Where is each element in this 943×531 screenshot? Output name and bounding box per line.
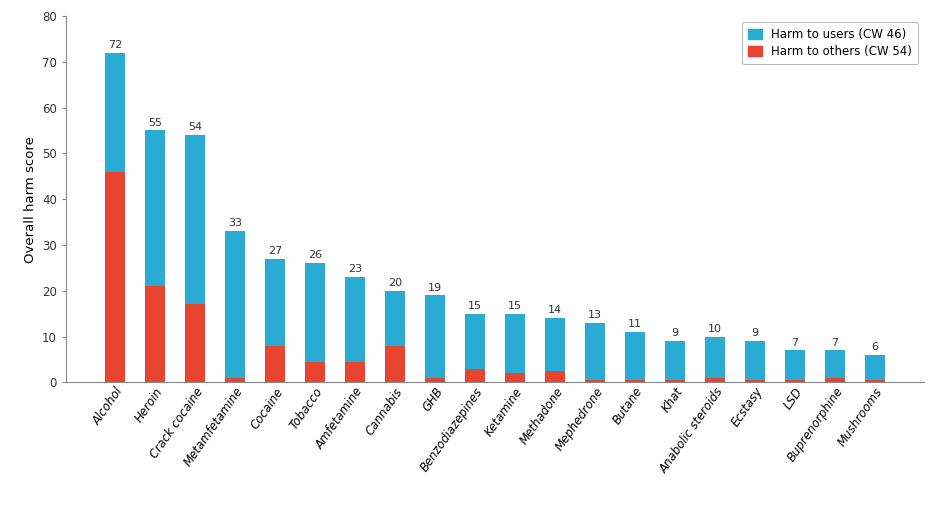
- Legend: Harm to users (CW 46), Harm to others (CW 54): Harm to users (CW 46), Harm to others (C…: [742, 22, 918, 64]
- Text: 9: 9: [752, 328, 759, 338]
- Text: 9: 9: [671, 328, 679, 338]
- Text: 33: 33: [228, 218, 242, 228]
- Bar: [465, 369, 485, 382]
- Bar: [665, 341, 686, 380]
- Bar: [545, 371, 565, 382]
- Text: 15: 15: [508, 301, 522, 311]
- Bar: [265, 259, 285, 346]
- Bar: [625, 332, 645, 380]
- Bar: [145, 286, 165, 382]
- Text: 72: 72: [108, 40, 123, 50]
- Bar: [345, 362, 365, 382]
- Bar: [385, 346, 405, 382]
- Bar: [345, 277, 365, 362]
- Text: 20: 20: [388, 278, 402, 288]
- Bar: [105, 172, 125, 382]
- Text: 15: 15: [468, 301, 482, 311]
- Bar: [825, 350, 845, 378]
- Text: 6: 6: [871, 342, 879, 352]
- Bar: [225, 378, 245, 382]
- Text: 19: 19: [428, 282, 442, 293]
- Bar: [786, 380, 805, 382]
- Bar: [786, 350, 805, 380]
- Bar: [145, 131, 165, 286]
- Text: 26: 26: [308, 251, 323, 261]
- Bar: [425, 295, 445, 378]
- Bar: [225, 231, 245, 378]
- Bar: [585, 323, 605, 380]
- Text: 7: 7: [832, 338, 838, 347]
- Bar: [865, 355, 885, 380]
- Text: 11: 11: [628, 319, 642, 329]
- Text: 13: 13: [588, 310, 602, 320]
- Text: 10: 10: [708, 324, 722, 334]
- Bar: [705, 378, 725, 382]
- Bar: [705, 337, 725, 378]
- Text: 23: 23: [348, 264, 362, 274]
- Bar: [585, 380, 605, 382]
- Bar: [745, 341, 765, 380]
- Text: 54: 54: [188, 122, 202, 132]
- Bar: [305, 362, 325, 382]
- Bar: [505, 373, 525, 382]
- Bar: [545, 318, 565, 371]
- Bar: [665, 380, 686, 382]
- Text: 27: 27: [268, 246, 282, 256]
- Bar: [865, 380, 885, 382]
- Bar: [185, 304, 205, 382]
- Bar: [265, 346, 285, 382]
- Bar: [465, 314, 485, 369]
- Text: 55: 55: [148, 118, 162, 127]
- Text: 7: 7: [791, 338, 799, 347]
- Bar: [305, 263, 325, 362]
- Y-axis label: Overall harm score: Overall harm score: [24, 136, 37, 262]
- Bar: [825, 378, 845, 382]
- Bar: [745, 380, 765, 382]
- Bar: [185, 135, 205, 304]
- Bar: [505, 314, 525, 373]
- Bar: [425, 378, 445, 382]
- Bar: [625, 380, 645, 382]
- Bar: [385, 291, 405, 346]
- Text: 14: 14: [548, 305, 562, 315]
- Bar: [105, 53, 125, 172]
